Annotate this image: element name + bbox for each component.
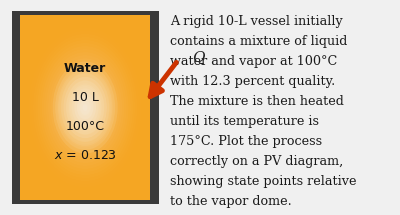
Ellipse shape — [80, 100, 90, 115]
Ellipse shape — [83, 104, 87, 111]
Text: The mixture is then heated: The mixture is then heated — [170, 95, 344, 108]
Text: contains a mixture of liquid: contains a mixture of liquid — [170, 35, 348, 48]
Text: correctly on a PV diagram,: correctly on a PV diagram, — [170, 155, 344, 168]
Text: 175°C. Plot the process: 175°C. Plot the process — [170, 135, 322, 148]
Text: with 12.3 percent quality.: with 12.3 percent quality. — [170, 75, 336, 88]
Text: 100°C: 100°C — [66, 120, 105, 133]
Bar — [12, 11, 159, 204]
Ellipse shape — [66, 81, 104, 134]
Ellipse shape — [55, 65, 115, 150]
Ellipse shape — [77, 96, 93, 119]
Text: Water: Water — [64, 62, 106, 75]
Text: until its temperature is: until its temperature is — [170, 115, 319, 128]
Ellipse shape — [74, 92, 96, 123]
Text: water and vapor at 100°C: water and vapor at 100°C — [170, 55, 338, 68]
Text: Q: Q — [192, 51, 204, 65]
Bar — [20, 15, 150, 200]
Text: showing state points relative: showing state points relative — [170, 175, 357, 188]
Text: to the vapor dome.: to the vapor dome. — [170, 195, 292, 208]
Text: $x$ = 0.123: $x$ = 0.123 — [54, 149, 117, 162]
Ellipse shape — [69, 84, 102, 131]
Ellipse shape — [58, 69, 112, 146]
Ellipse shape — [72, 88, 99, 127]
Text: 10 L: 10 L — [72, 91, 98, 104]
Ellipse shape — [53, 61, 118, 154]
Ellipse shape — [82, 104, 88, 111]
Ellipse shape — [64, 77, 107, 138]
Ellipse shape — [81, 101, 90, 114]
Ellipse shape — [61, 73, 110, 142]
Text: A rigid 10-L vessel initially: A rigid 10-L vessel initially — [170, 15, 343, 28]
